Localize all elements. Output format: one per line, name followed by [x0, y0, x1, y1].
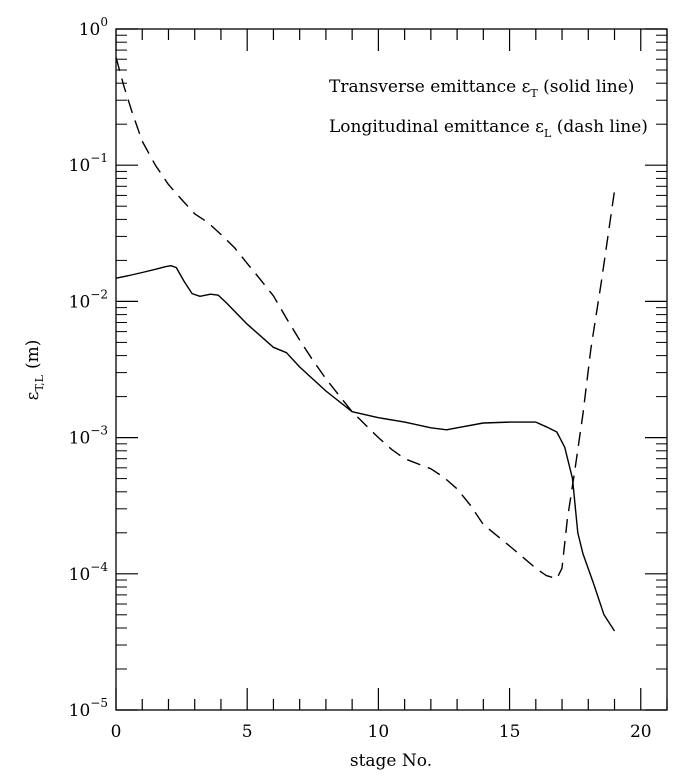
y-tick-label: 10−4: [69, 560, 109, 585]
transverse-emittance-line: [115, 265, 616, 632]
x-tick-label: 0: [111, 722, 122, 742]
x-tick-label: 10: [368, 722, 390, 742]
x-tick-label: 5: [242, 722, 253, 742]
x-tick-label: 20: [630, 722, 652, 742]
annotation-longitudinal: Longitudinal emittance εL (dash line): [329, 117, 648, 140]
y-tick-label: 10−2: [69, 287, 108, 312]
y-tick-label: 10−1: [69, 151, 108, 176]
tick-labels: 0 5 10 15 20 100 10−1 10−2 10−3 10−4 10−5: [69, 15, 652, 742]
y-tick-label: 10−5: [69, 696, 108, 721]
legend-annotations: Transverse emittance εT (solid line) Lon…: [329, 77, 648, 140]
plot-frame: [115, 28, 668, 711]
longitudinal-emittance-line: [115, 57, 616, 580]
x-axis-title: stage No.: [350, 751, 432, 771]
y-tick-label: 10−3: [69, 424, 108, 449]
series-layer: [115, 57, 616, 632]
annotation-transverse: Transverse emittance εT (solid line): [329, 77, 634, 100]
y-tick-label: 100: [79, 15, 108, 40]
axis-ticks: [115, 28, 668, 711]
y-axis-title: εT,L(m): [23, 340, 46, 401]
x-tick-label: 15: [499, 722, 521, 742]
